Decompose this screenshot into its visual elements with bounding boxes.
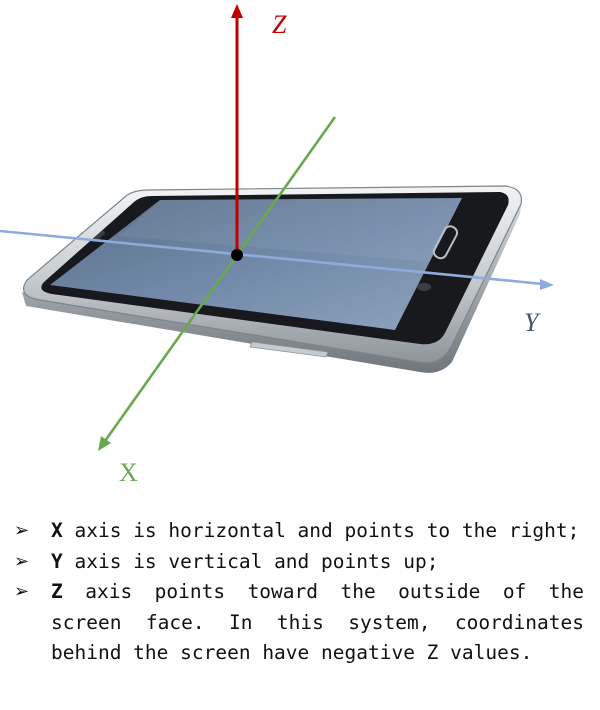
- home-button: [432, 225, 459, 260]
- arrow-bullet-icon: ➢: [14, 550, 30, 572]
- axis-description: axis is vertical and points up;: [62, 549, 439, 573]
- y-axis-label: Y: [524, 308, 539, 337]
- phone-axes-illustration: [0, 4, 554, 451]
- phone-screen: [50, 198, 462, 330]
- smartphone: [22, 185, 523, 373]
- screen-reflection: [120, 198, 462, 262]
- list-item-y-axis: ➢ Y axis is vertical and points up;: [14, 547, 584, 578]
- origin-point: [231, 249, 243, 261]
- axis-key: X: [51, 519, 63, 542]
- axis-key: Y: [51, 549, 63, 573]
- x-axis-line: [103, 116, 337, 442]
- speaker-grille: [93, 230, 105, 242]
- axis-key: Z: [51, 580, 63, 603]
- list-item-z-axis: ➢ Z axis points toward the outside of the…: [14, 577, 584, 669]
- list-item-x-axis: ➢ X axis is horizontal and points to the …: [14, 516, 584, 547]
- y-axis-arrowhead: [540, 279, 554, 290]
- side-port: [249, 341, 329, 358]
- z-axis: [231, 4, 243, 256]
- x-axis-arrowhead: [98, 436, 111, 451]
- coordinate-system-diagram: Z Y X: [0, 4, 554, 487]
- x-axis-label: X: [119, 458, 138, 487]
- axis-description: axis is horizontal and points to the rig…: [62, 519, 580, 542]
- x-axis: [98, 116, 337, 451]
- y-axis: [0, 229, 554, 290]
- z-axis-label: Z: [272, 10, 287, 39]
- arrow-bullet-icon: ➢: [14, 520, 30, 541]
- arrow-bullet-icon: ➢: [14, 581, 30, 602]
- front-sensor: [417, 283, 431, 291]
- axis-description: axis points toward the outside of the sc…: [51, 580, 584, 664]
- axis-description-list: ➢ X axis is horizontal and points to the …: [14, 516, 584, 669]
- z-axis-arrowhead: [231, 4, 243, 18]
- y-axis-line: [0, 229, 544, 286]
